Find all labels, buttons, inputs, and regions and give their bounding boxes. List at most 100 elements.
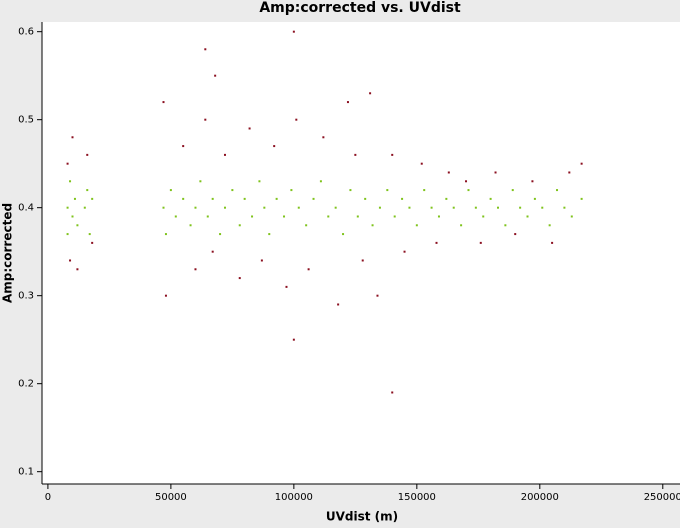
point — [194, 206, 197, 209]
point — [504, 224, 507, 227]
point — [71, 215, 74, 218]
point — [307, 268, 310, 271]
point — [295, 118, 298, 121]
point — [415, 224, 418, 227]
point — [206, 215, 209, 218]
point — [204, 48, 207, 51]
point — [194, 268, 197, 271]
point — [66, 206, 69, 209]
point — [71, 136, 74, 139]
point — [238, 277, 241, 280]
point — [361, 259, 364, 262]
point — [334, 206, 337, 209]
point — [285, 285, 288, 288]
point — [211, 197, 214, 200]
point — [467, 189, 470, 192]
x-tick-label: 200000 — [521, 492, 559, 503]
point — [248, 127, 251, 130]
point — [563, 206, 566, 209]
point — [423, 189, 426, 192]
y-tick-label: 0.6 — [18, 27, 34, 38]
point — [275, 197, 278, 200]
point — [465, 180, 468, 183]
point — [292, 30, 295, 33]
point — [231, 189, 234, 192]
point — [214, 74, 217, 77]
point — [531, 180, 534, 183]
point — [258, 180, 261, 183]
point — [447, 171, 450, 174]
point — [260, 259, 263, 262]
point — [322, 136, 325, 139]
point — [204, 118, 207, 121]
point — [182, 197, 185, 200]
point — [86, 189, 89, 192]
point — [393, 215, 396, 218]
point — [69, 259, 72, 262]
point — [482, 215, 485, 218]
point — [354, 153, 357, 156]
point — [494, 171, 497, 174]
point — [268, 233, 271, 236]
point — [568, 171, 571, 174]
point — [364, 197, 367, 200]
point — [551, 241, 554, 244]
point — [174, 215, 177, 218]
point — [66, 233, 69, 236]
point — [580, 162, 583, 165]
x-tick-label: 0 — [45, 492, 51, 503]
point — [489, 197, 492, 200]
point — [251, 215, 254, 218]
point — [182, 145, 185, 148]
point — [273, 145, 276, 148]
point — [312, 197, 315, 200]
point — [76, 268, 79, 271]
point — [297, 206, 300, 209]
point — [169, 189, 172, 192]
point — [511, 189, 514, 192]
point — [445, 197, 448, 200]
point — [514, 233, 517, 236]
x-tick-label: 250000 — [644, 492, 680, 503]
point — [162, 206, 165, 209]
point — [223, 206, 226, 209]
point — [86, 153, 89, 156]
point — [474, 206, 477, 209]
point — [305, 224, 308, 227]
point — [290, 189, 293, 192]
point — [460, 224, 463, 227]
point — [556, 189, 559, 192]
point — [519, 206, 522, 209]
point — [162, 101, 165, 104]
y-axis-label: Amp:corrected — [1, 203, 15, 303]
point — [430, 206, 433, 209]
point — [337, 303, 340, 306]
point — [349, 189, 352, 192]
point — [189, 224, 192, 227]
point — [369, 92, 372, 95]
point — [580, 197, 583, 200]
point — [356, 215, 359, 218]
point — [283, 215, 286, 218]
point — [378, 206, 381, 209]
point — [263, 206, 266, 209]
point — [164, 294, 167, 297]
point — [319, 180, 322, 183]
point — [548, 224, 551, 227]
point — [327, 215, 330, 218]
point — [91, 197, 94, 200]
point — [541, 206, 544, 209]
point — [376, 294, 379, 297]
point — [346, 101, 349, 104]
point — [437, 215, 440, 218]
point — [526, 215, 529, 218]
point — [88, 233, 91, 236]
point — [73, 197, 76, 200]
point — [403, 250, 406, 253]
point — [66, 162, 69, 165]
point — [199, 180, 202, 183]
plot-area — [42, 22, 680, 484]
point — [91, 241, 94, 244]
chart-title: Amp:corrected vs. UVdist — [259, 0, 461, 16]
